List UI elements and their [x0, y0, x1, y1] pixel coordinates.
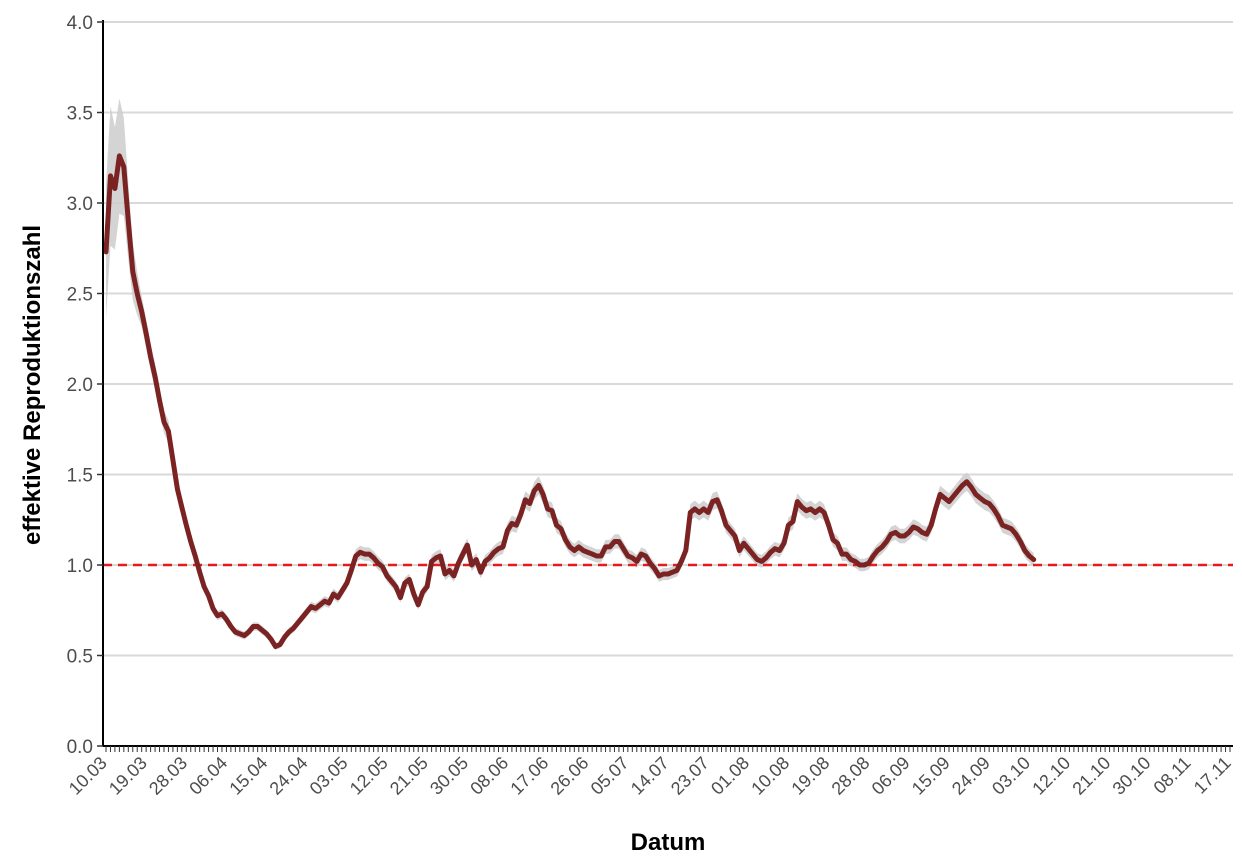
x-tick-label: 17.06 — [506, 753, 552, 799]
x-tick-label: 19.03 — [105, 753, 151, 799]
x-tick-label: 30.05 — [426, 753, 472, 799]
x-tick-label: 15.09 — [908, 753, 954, 799]
y-tick-label: 0.5 — [67, 647, 93, 668]
x-tick-label: 03.10 — [988, 753, 1034, 799]
x-tick-label: 06.09 — [868, 753, 914, 799]
x-tick-label: 01.08 — [707, 753, 753, 799]
y-tick-label: 2.0 — [67, 375, 93, 396]
confidence-band — [106, 98, 1034, 650]
x-tick-label: 05.07 — [587, 753, 633, 799]
y-tick-label: 4.0 — [67, 13, 93, 34]
x-tick-label: 24.04 — [266, 753, 312, 799]
y-tick-label: 1.0 — [67, 556, 93, 577]
y-tick-label: 1.5 — [67, 466, 93, 487]
x-tick-label: 26.06 — [547, 753, 593, 799]
y-axis-title: effektive Reproduktionszahl — [19, 225, 46, 545]
x-tick-label: 03.05 — [306, 753, 352, 799]
x-tick-label: 12.05 — [346, 753, 392, 799]
y-tick-label: 2.5 — [67, 285, 93, 306]
x-tick-label: 08.06 — [466, 753, 512, 799]
x-tick-label: 12.10 — [1028, 753, 1074, 799]
x-tick-label: 10.08 — [747, 753, 793, 799]
x-tick-label: 23.07 — [667, 753, 713, 799]
y-tick-label: 3.5 — [67, 104, 93, 125]
x-tick-label: 06.04 — [185, 753, 231, 799]
reproduction-number-line — [103, 153, 1037, 649]
x-axis-title: Datum — [631, 829, 706, 856]
x-tick-label: 08.11 — [1150, 753, 1195, 798]
x-tick-label: 30.10 — [1109, 753, 1155, 799]
x-tick-label: 21.10 — [1068, 753, 1114, 799]
x-tick-label: 28.03 — [145, 753, 191, 799]
x-tick-label: 15.04 — [225, 753, 271, 799]
x-tick-label: 24.09 — [948, 753, 994, 799]
x-tick-label: 14.07 — [627, 753, 673, 799]
x-tick-label: 17.11 — [1190, 753, 1235, 798]
y-tick-label: 3.0 — [67, 194, 93, 215]
x-axis-ticks: 10.0319.0328.0306.0415.0424.0403.0512.05… — [65, 746, 1235, 799]
x-tick-label: 19.08 — [787, 753, 833, 799]
x-tick-label: 10.03 — [65, 753, 111, 799]
x-tick-label: 28.08 — [828, 753, 874, 799]
y-tick-label: 0.0 — [67, 737, 93, 758]
y-axis-ticks: 0.0 0.5 1.0 1.5 2.0 2.5 3.0 3.5 4.0 — [67, 13, 103, 758]
grid-lines — [103, 21, 1233, 657]
x-tick-label: 21.05 — [386, 753, 432, 799]
